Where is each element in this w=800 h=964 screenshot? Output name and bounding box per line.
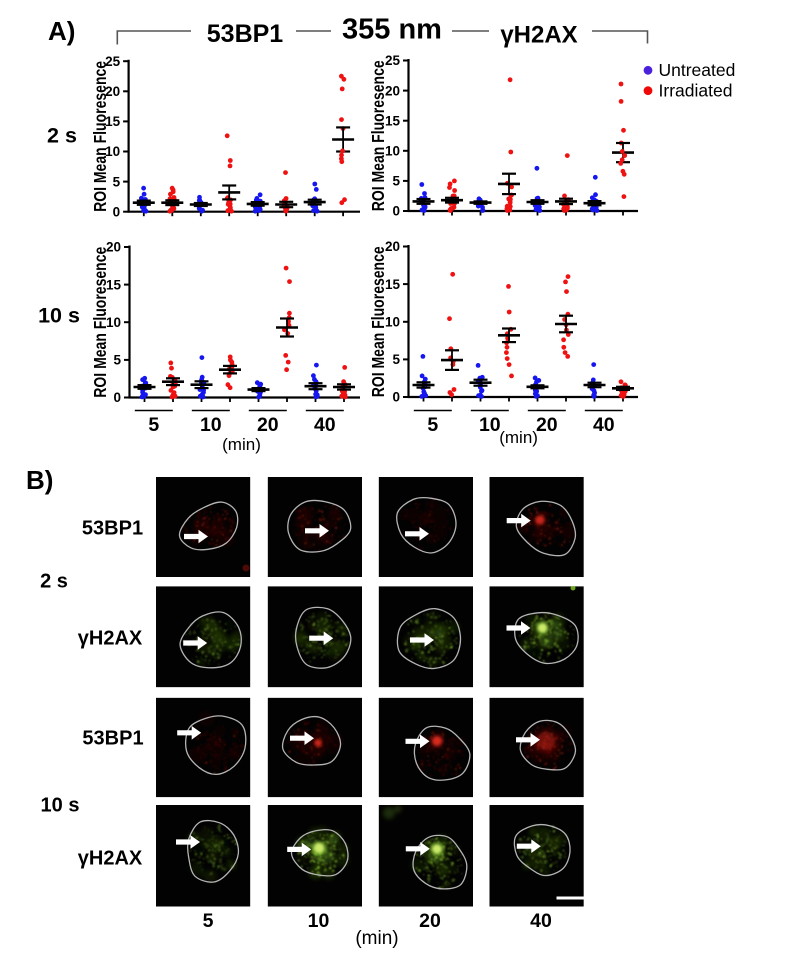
svg-text:15: 15	[385, 113, 401, 128]
svg-text:10 s: 10 s	[41, 795, 80, 817]
svg-text:0: 0	[113, 204, 121, 219]
svg-text:5: 5	[113, 353, 121, 368]
svg-text:10 s: 10 s	[38, 304, 80, 328]
svg-text:ROI Mean Fluoresence: ROI Mean Fluoresence	[90, 61, 110, 212]
svg-text:(min): (min)	[222, 435, 261, 454]
svg-text:10: 10	[105, 144, 120, 159]
svg-text:53BP1: 53BP1	[82, 728, 143, 750]
svg-text:5: 5	[392, 352, 400, 367]
svg-text:40: 40	[593, 414, 615, 436]
svg-text:5: 5	[427, 414, 438, 436]
svg-text:(min): (min)	[499, 428, 538, 447]
svg-text:5: 5	[203, 910, 214, 932]
svg-text:53BP1: 53BP1	[207, 20, 284, 48]
svg-text:A): A)	[48, 16, 75, 46]
svg-text:ROI Mean Fluoresence: ROI Mean Fluoresence	[90, 246, 110, 397]
svg-text:2 s: 2 s	[47, 124, 77, 148]
svg-text:20: 20	[385, 83, 400, 98]
svg-text:(min): (min)	[355, 928, 398, 949]
svg-text:15: 15	[385, 277, 401, 292]
svg-text:40: 40	[314, 414, 336, 436]
svg-text:5: 5	[392, 174, 400, 189]
svg-text:5: 5	[148, 414, 159, 436]
svg-text:40: 40	[530, 910, 552, 932]
svg-text:γH2AX: γH2AX	[78, 628, 143, 650]
svg-text:53BP1: 53BP1	[82, 518, 143, 540]
svg-text:20: 20	[419, 910, 441, 932]
svg-text:γH2AX: γH2AX	[500, 22, 577, 49]
svg-text:10: 10	[106, 315, 121, 330]
svg-text:B): B)	[26, 465, 53, 495]
svg-text:25: 25	[385, 53, 401, 68]
svg-text:20: 20	[105, 84, 120, 99]
svg-text:20: 20	[536, 414, 558, 436]
svg-text:ROI Mean Fluoresence: ROI Mean Fluoresence	[368, 60, 388, 211]
svg-text:355 nm: 355 nm	[342, 14, 442, 46]
svg-text:0: 0	[392, 390, 400, 405]
svg-text:25: 25	[105, 54, 121, 69]
svg-text:2 s: 2 s	[40, 571, 68, 593]
svg-text:10: 10	[308, 910, 330, 932]
svg-text:0: 0	[113, 390, 121, 405]
svg-text:20: 20	[257, 414, 279, 436]
svg-text:10: 10	[200, 414, 222, 436]
svg-text:10: 10	[385, 144, 400, 159]
svg-text:γH2AX: γH2AX	[78, 848, 143, 870]
svg-text:5: 5	[113, 174, 121, 189]
svg-text:Untreated: Untreated	[659, 60, 736, 80]
svg-text:20: 20	[106, 240, 121, 255]
svg-text:Irradiated: Irradiated	[659, 81, 733, 101]
svg-text:10: 10	[479, 414, 501, 436]
svg-text:20: 20	[385, 239, 400, 254]
svg-text:ROI Mean Fluoresence: ROI Mean Fluoresence	[368, 246, 388, 397]
svg-text:0: 0	[392, 204, 400, 219]
svg-text:15: 15	[105, 114, 121, 129]
svg-text:15: 15	[106, 277, 122, 292]
svg-text:10: 10	[385, 314, 400, 329]
